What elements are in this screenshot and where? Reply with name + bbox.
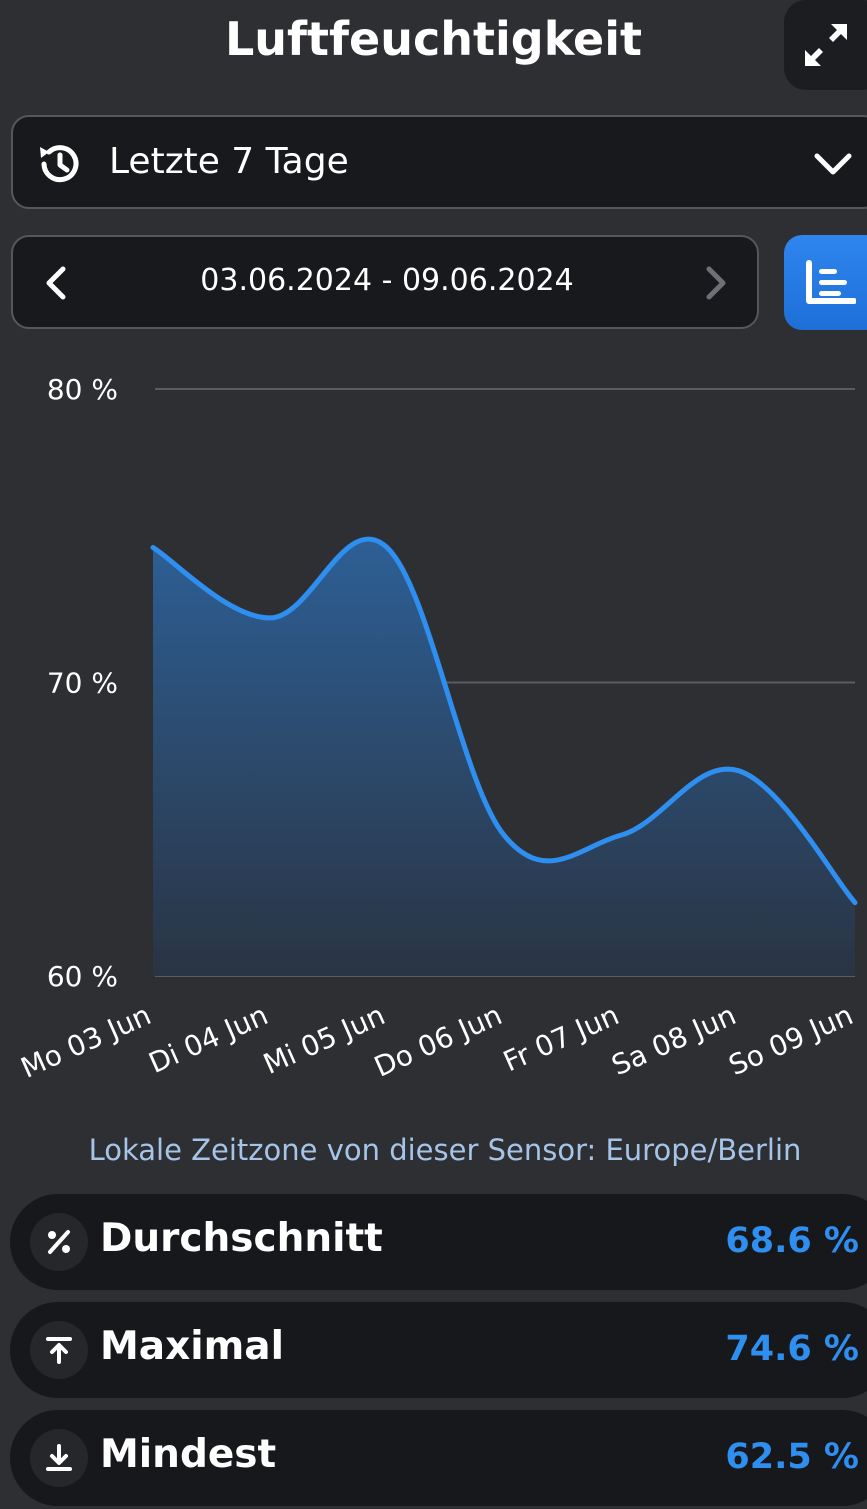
x-tick-label: Fr 07 Jun xyxy=(498,998,624,1078)
y-tick-label: 80 % xyxy=(47,373,118,406)
x-tick-label: Do 06 Jun xyxy=(369,998,507,1083)
stat-average-label: Durchschnitt xyxy=(100,1216,383,1261)
page-title: Luftfeuchtigkeit xyxy=(224,12,643,66)
series-area xyxy=(153,539,855,976)
previous-period-button[interactable] xyxy=(41,263,73,303)
x-tick-label: Sa 08 Jun xyxy=(607,998,741,1082)
stat-maximum-value: 74.6 % xyxy=(725,1329,859,1369)
y-tick-label: 70 % xyxy=(47,667,118,700)
next-period-button[interactable] xyxy=(699,263,731,303)
x-tick-label: Mo 03 Jun xyxy=(16,998,156,1084)
download-arrow-icon xyxy=(30,1429,88,1487)
chevron-down-icon xyxy=(814,153,852,175)
bar-chart-icon xyxy=(806,260,856,304)
x-tick-label: So 09 Jun xyxy=(724,998,858,1082)
date-range-label: 03.06.2024 - 09.06.2024 xyxy=(200,263,574,298)
series-line xyxy=(150,536,858,906)
stat-minimum-value: 62.5 % xyxy=(725,1437,859,1477)
expand-arrows-icon xyxy=(805,24,847,66)
stat-minimum-label: Mindest xyxy=(100,1432,277,1477)
expand-button[interactable] xyxy=(784,0,867,90)
time-range-select[interactable]: Letzte 7 Tage xyxy=(11,115,867,209)
time-range-label: Letzte 7 Tage xyxy=(109,141,349,182)
history-icon xyxy=(40,145,79,183)
x-tick-label: Mi 05 Jun xyxy=(258,998,389,1081)
chart-type-toggle-button[interactable] xyxy=(784,235,867,330)
stat-maximum-label: Maximal xyxy=(100,1324,284,1369)
x-tick-label: Di 04 Jun xyxy=(144,998,273,1080)
percent-icon xyxy=(30,1213,88,1271)
arrow-up-to-line-icon xyxy=(30,1321,88,1379)
timezone-note: Lokale Zeitzone von dieser Sensor: Europ… xyxy=(88,1133,802,1167)
y-tick-label: 60 % xyxy=(47,960,118,993)
stat-average: Durchschnitt 68.6 % xyxy=(10,1194,867,1290)
stat-maximum: Maximal 74.6 % xyxy=(10,1302,867,1398)
stat-average-value: 68.6 % xyxy=(725,1221,859,1261)
date-navigator: 03.06.2024 - 09.06.2024 xyxy=(11,235,759,329)
stat-minimum: Mindest 62.5 % xyxy=(10,1410,867,1506)
